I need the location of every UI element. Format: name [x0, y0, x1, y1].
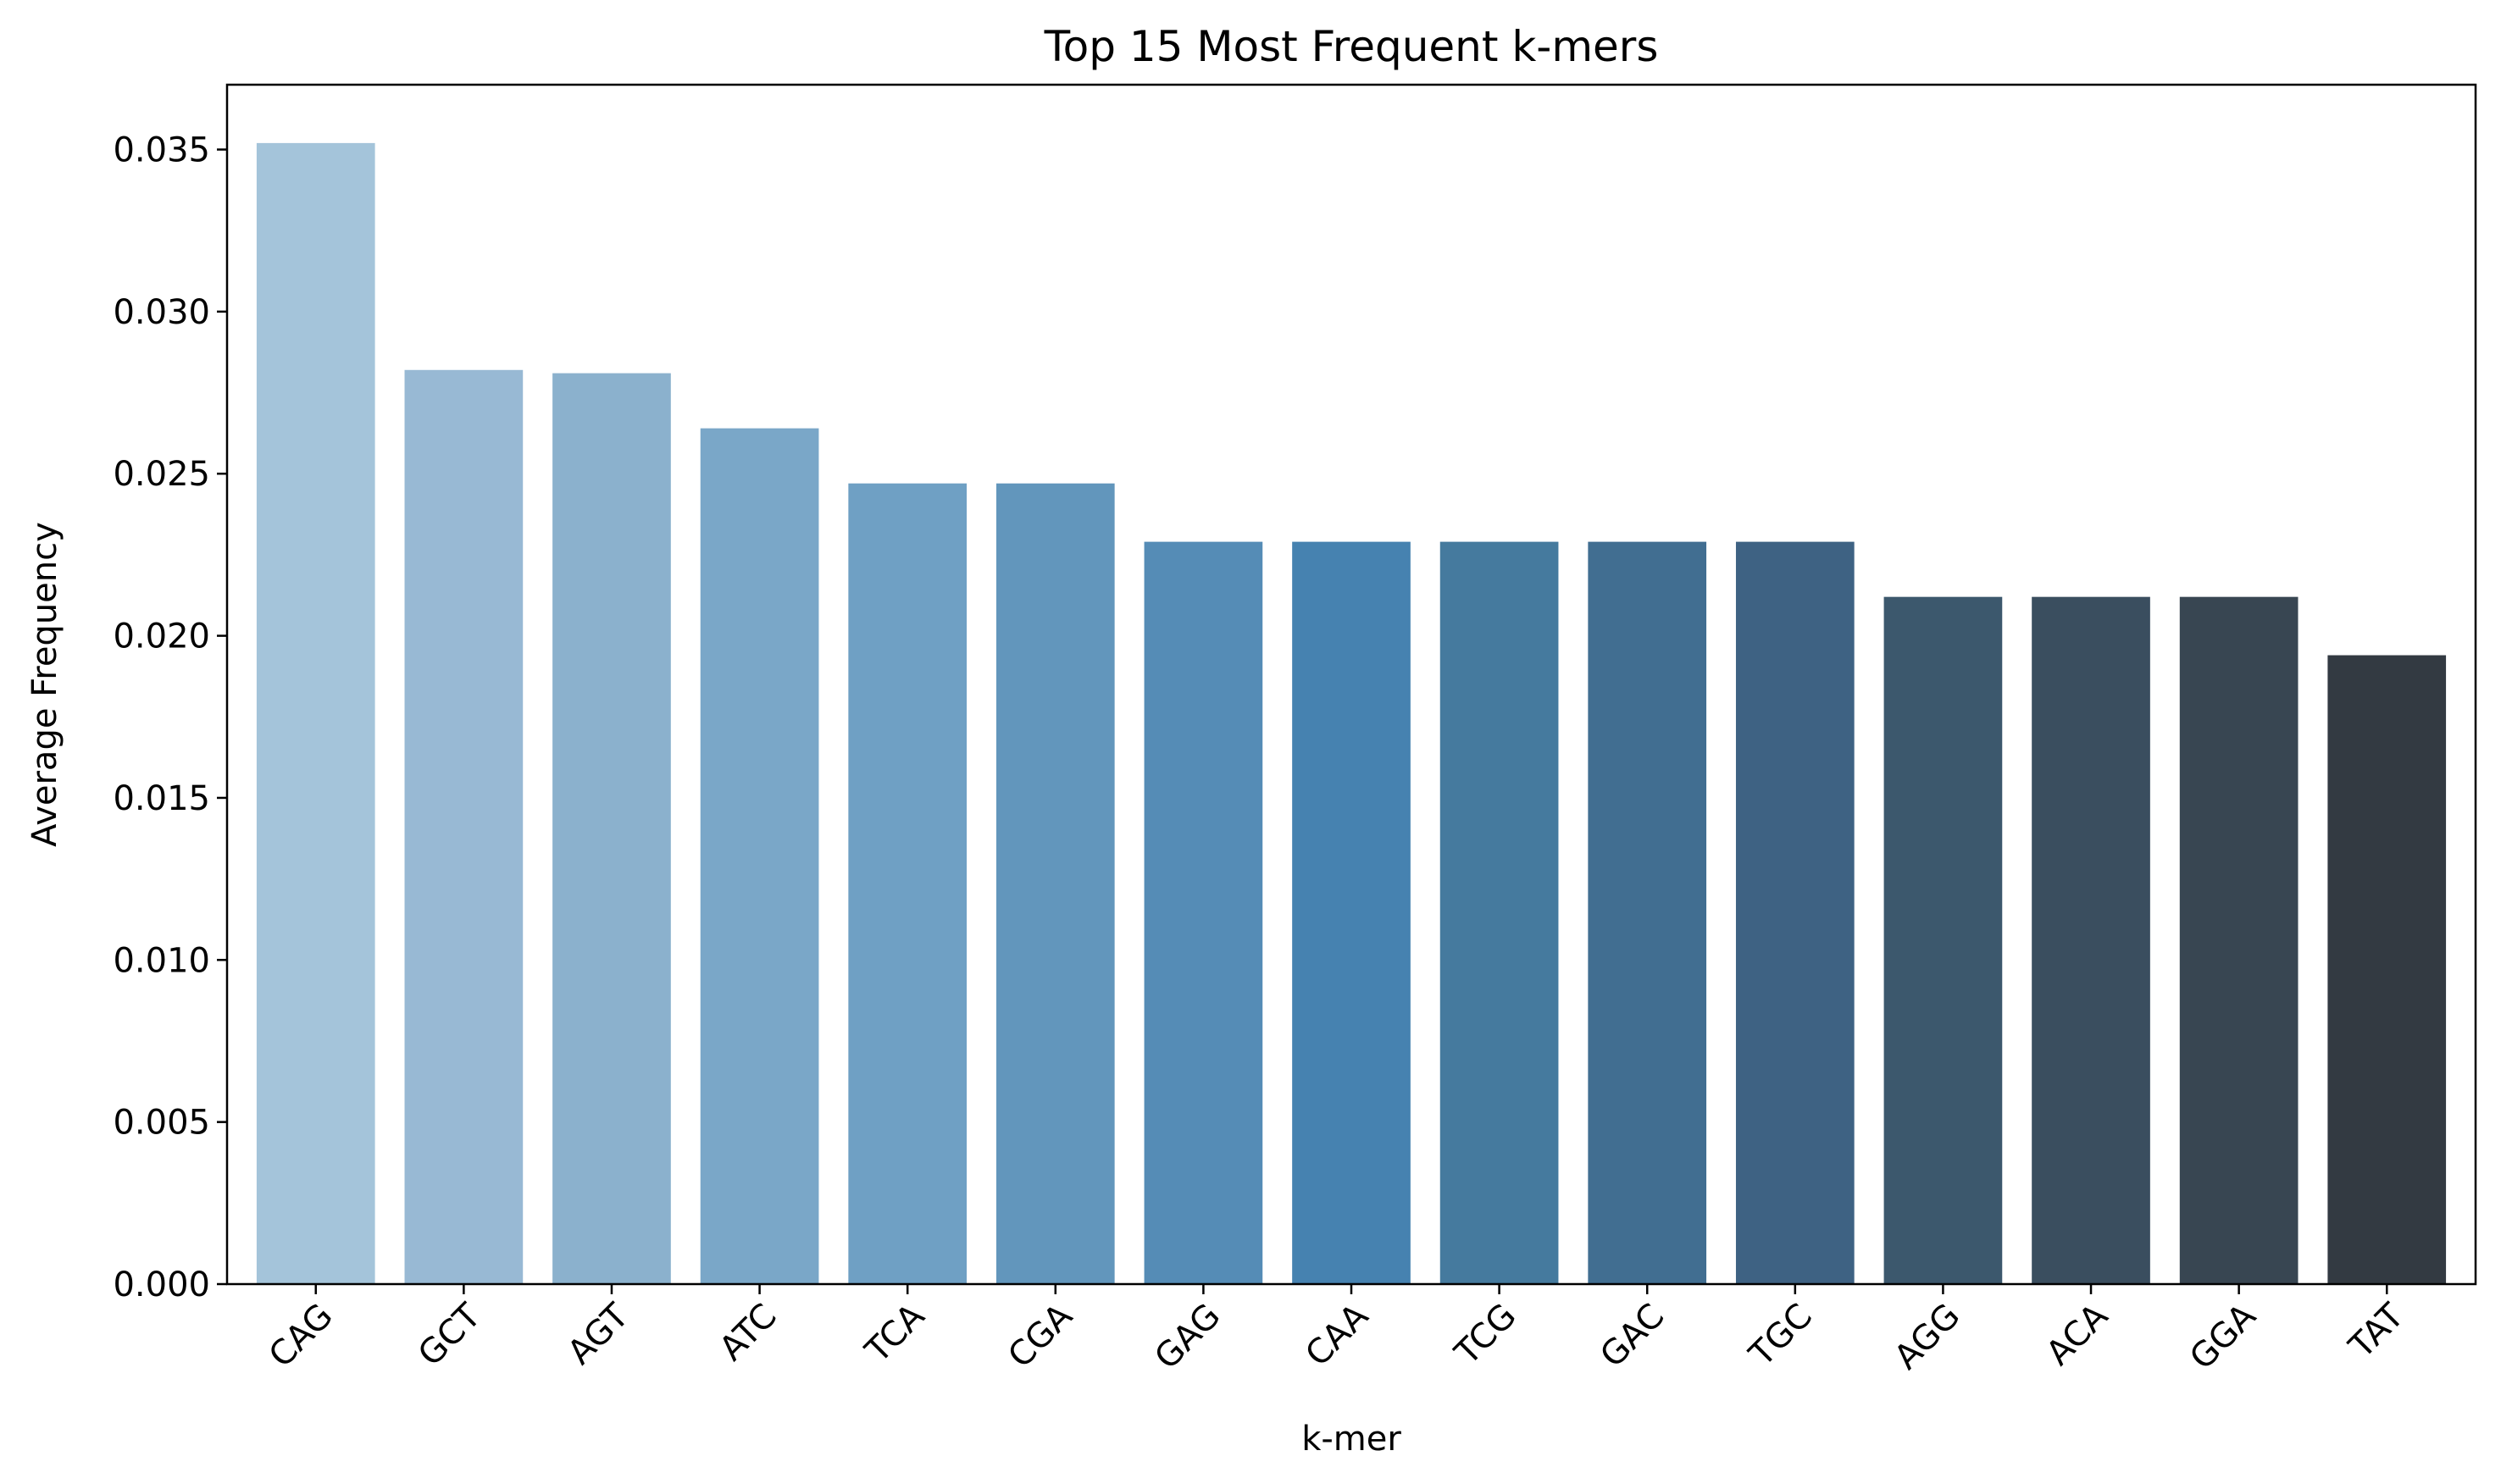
x-tick-label: GGA: [2182, 1296, 2264, 1377]
x-tick-label: AGT: [560, 1296, 636, 1372]
bar-aca: [2032, 596, 2150, 1284]
bar-gga: [2179, 596, 2299, 1284]
y-tick-label: 0.015: [113, 779, 210, 818]
bar-tat: [2327, 655, 2447, 1284]
x-tick-label: AGG: [1887, 1297, 1967, 1377]
bar-atc: [700, 428, 819, 1284]
y-axis-ticks: 0.000 0.005 0.010 0.015 0.020 0.025 0.030 0.035: [113, 131, 227, 1304]
plot-frame: [225, 83, 2477, 1286]
y-axis-label: Average Frequency: [25, 522, 64, 847]
chart-title: Top 15 Most Frequent k-mers: [1044, 22, 1659, 71]
x-tick-label: TAT: [2342, 1296, 2412, 1366]
bar-tca: [848, 483, 968, 1284]
x-axis-ticks: CAG GCT AGT ATC TCA CGA GAG CAA TCG GAC TGC AGG ACA G…: [262, 1284, 2412, 1377]
x-tick-label: TCG: [1447, 1297, 1524, 1374]
x-tick-label: ACA: [2039, 1296, 2116, 1373]
bar-gct: [404, 369, 524, 1284]
x-axis-label: k-mer: [1301, 1420, 1401, 1459]
x-tick-label: GAC: [1593, 1297, 1672, 1376]
y-tick-label: 0.025: [113, 455, 210, 494]
bar-agt: [552, 373, 671, 1284]
bars-group: [256, 142, 2447, 1284]
bar-gag: [1144, 541, 1263, 1284]
y-tick-label: 0.020: [113, 617, 210, 656]
bar-caa: [1292, 541, 1411, 1284]
y-tick-label: 0.000: [113, 1265, 210, 1304]
bar-agg: [1883, 596, 2003, 1284]
x-tick-label: CGA: [1001, 1296, 1080, 1376]
x-tick-label: CAA: [1298, 1296, 1376, 1374]
bar-cga: [995, 483, 1115, 1284]
x-tick-label: CAG: [262, 1297, 341, 1376]
bar-tcg: [1439, 541, 1559, 1284]
y-tick-label: 0.010: [113, 941, 210, 980]
y-tick-label: 0.030: [113, 293, 210, 332]
y-tick-label: 0.005: [113, 1104, 210, 1143]
bar-tgc: [1735, 541, 1855, 1284]
bar-gac: [1588, 541, 1707, 1284]
x-tick-label: TGC: [1742, 1297, 1820, 1375]
x-tick-label: GCT: [411, 1296, 489, 1374]
bar-cag: [256, 142, 375, 1284]
x-tick-label: GAG: [1147, 1297, 1228, 1377]
x-tick-label: TCA: [857, 1296, 932, 1370]
x-tick-label: ATC: [713, 1297, 785, 1369]
y-tick-label: 0.035: [113, 131, 210, 170]
